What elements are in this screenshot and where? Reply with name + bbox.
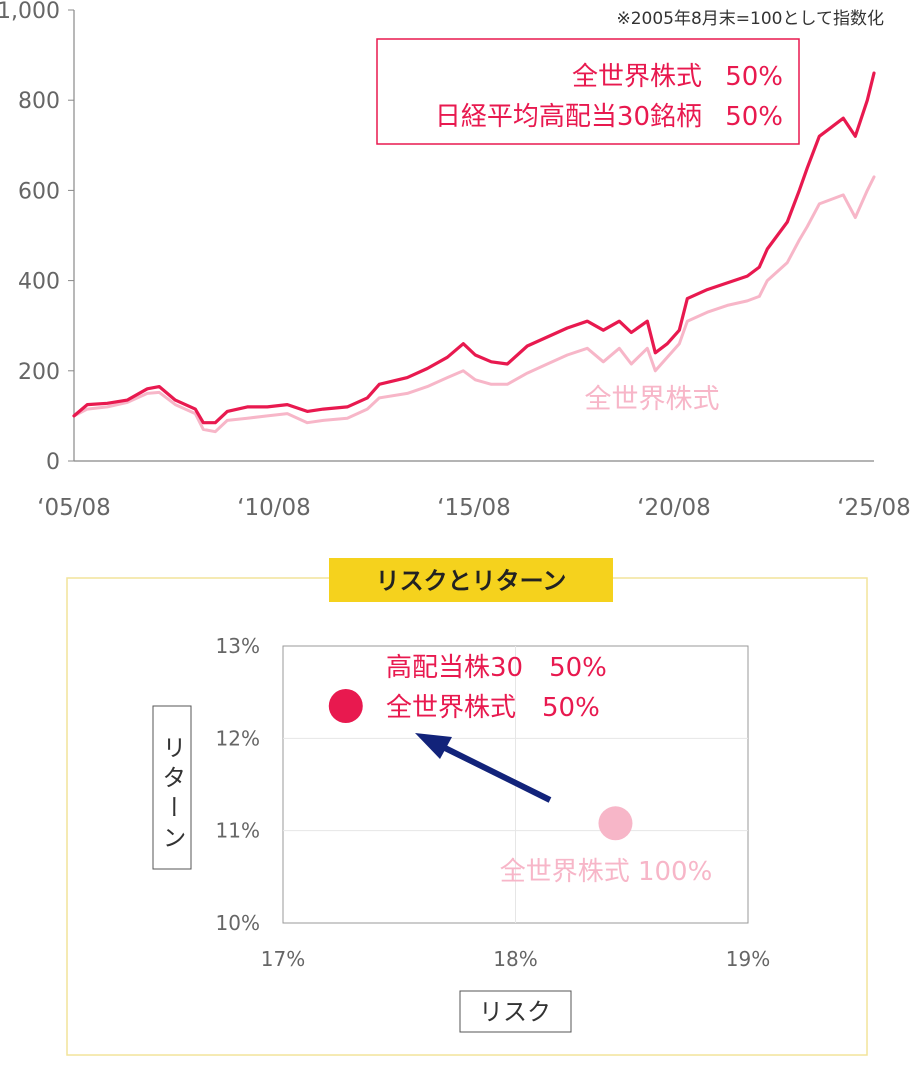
x-axis-label-box [459, 990, 572, 1033]
y-axis-label: リターン [158, 735, 186, 855]
y-tick-label: 800 [18, 89, 60, 114]
x-tick-label: ‘15/08 [437, 495, 511, 521]
scatter-title: リスクとリターン [376, 567, 567, 595]
series-label-world: 全世界株式 [585, 384, 720, 415]
y-tick-label: 1,000 [0, 0, 60, 24]
x-axis-ticks: ‘05/08 ‘10/08 ‘15/08 ‘20/08 ‘25/08 [37, 495, 911, 521]
x-tick-label: 18% [493, 947, 537, 971]
y-tick-label: 13% [216, 634, 260, 658]
x-tick-label: ‘20/08 [637, 495, 711, 521]
line-series-group [72, 71, 876, 434]
point-label-mix-line1: 高配当株30 50% [386, 653, 607, 683]
y-tick-label: 0 [46, 450, 60, 475]
x-tick-label: ‘25/08 [837, 495, 911, 521]
scatter-title-bg [329, 558, 613, 602]
y-tick-label: 10% [216, 911, 260, 935]
legend-line1-name: 全世界株式 [572, 62, 702, 92]
series-line-world [72, 175, 876, 434]
x-axis-ticks: 17% 18% 19% [261, 947, 770, 971]
legend-line2-weight: 50% [725, 102, 783, 132]
scatter-points [328, 689, 633, 841]
legend-line1-weight: 50% [725, 62, 783, 92]
y-tick-label: 200 [18, 360, 60, 385]
y-tick-label: 600 [18, 179, 60, 204]
point-label-world: 全世界株式 100% [500, 857, 713, 887]
y-tick-label: 12% [216, 726, 260, 750]
series-line-mix [72, 71, 876, 425]
x-tick-label: 17% [261, 947, 305, 971]
chart-note: ※2005年8月末=100として指数化 [616, 9, 884, 29]
x-tick-label: ‘10/08 [237, 495, 311, 521]
improvement-arrow [415, 733, 552, 803]
y-axis-ticks: 0 200 400 600 800 1,000 [0, 0, 74, 475]
y-tick-label: 400 [18, 270, 60, 295]
y-axis-ticks: 10% 11% 12% 13% [216, 634, 260, 935]
scatter-point-world [598, 806, 633, 841]
x-tick-label: ‘05/08 [37, 495, 111, 521]
y-tick-label: 11% [216, 819, 260, 843]
legend-line2-name: 日経平均高配当30銘柄 [435, 102, 702, 132]
y-axis-label-box [152, 705, 192, 870]
x-tick-label: 19% [726, 947, 770, 971]
risk-return-scatter: リスクとリターン 10% 11% 12% 13% 17% 18% 19% リターン リスク… [66, 558, 868, 1056]
index-line-chart: 0 200 400 600 800 1,000 ‘05/08 ‘10/08 ‘15/08 ‘20… [0, 0, 911, 521]
point-label-mix-line2: 全世界株式 50% [386, 693, 600, 723]
x-axis-label: リスク [479, 998, 551, 1026]
legend-box [376, 38, 800, 145]
scatter-point-mix [328, 689, 363, 724]
